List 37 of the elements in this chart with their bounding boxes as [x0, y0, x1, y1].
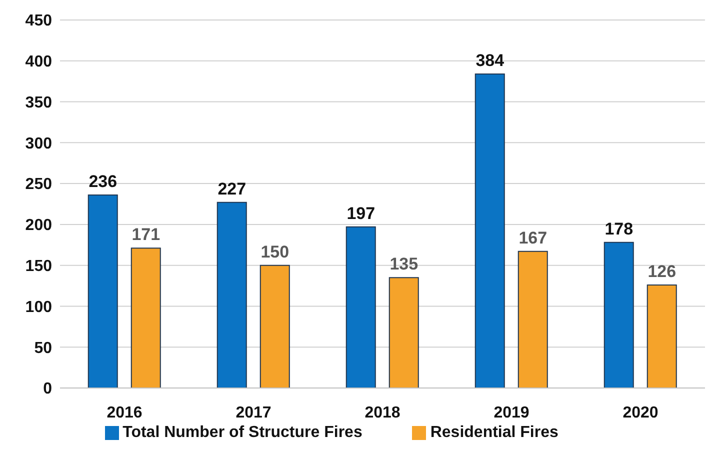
y-tick-label: 350 [25, 94, 52, 112]
data-label: 171 [132, 225, 160, 244]
x-tick-label: 2020 [622, 404, 658, 422]
x-tick-label: 2016 [106, 404, 142, 422]
data-label: 167 [518, 228, 548, 248]
y-tick-label: 0 [43, 380, 52, 398]
bar [474, 73, 505, 388]
bar [388, 277, 419, 388]
bar [646, 284, 677, 388]
bar [130, 248, 161, 388]
data-label: 126 [648, 262, 676, 281]
bar [216, 202, 247, 388]
data-label: 197 [346, 204, 376, 223]
y-tick-label: 300 [25, 135, 52, 152]
y-tick-label: 400 [25, 54, 52, 71]
legend-label: Total Number of Structure Fires [122, 424, 362, 441]
data-label: 384 [476, 50, 505, 70]
bar [604, 242, 634, 388]
bar [260, 264, 290, 388]
data-label: 178 [604, 219, 634, 238]
bar [346, 226, 376, 388]
y-tick-label: 450 [25, 12, 52, 30]
data-label: 150 [260, 242, 290, 262]
data-label: 227 [218, 179, 246, 198]
bar [88, 194, 118, 388]
y-tick-label: 200 [25, 217, 52, 234]
x-tick-label: 2018 [364, 404, 400, 422]
legend-label: Residential Fires [430, 424, 558, 441]
data-label: 135 [390, 254, 418, 274]
x-tick-label: 2019 [494, 404, 530, 422]
y-tick-label: 50 [34, 340, 52, 357]
data-label: 236 [88, 172, 118, 192]
y-tick-label: 100 [25, 298, 52, 316]
y-tick-label: 150 [25, 258, 52, 276]
bar [518, 250, 548, 388]
x-tick-label: 2017 [236, 404, 272, 422]
y-tick-label: 250 [25, 176, 52, 194]
